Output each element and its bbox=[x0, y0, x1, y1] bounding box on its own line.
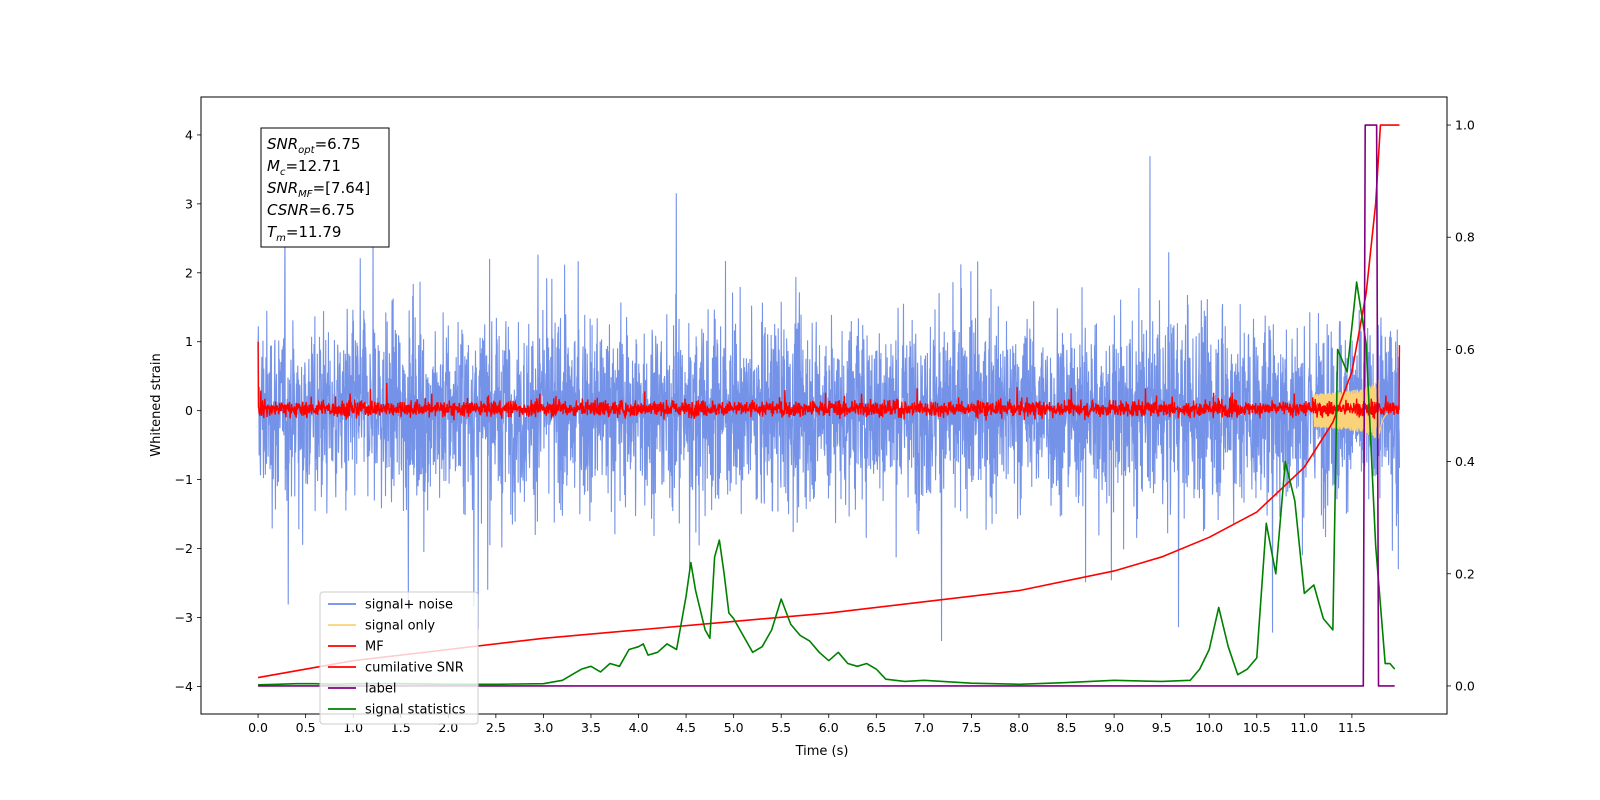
series-label bbox=[258, 124, 1395, 687]
x-tick-label: 3.5 bbox=[581, 720, 601, 735]
x-tick-label: 11.5 bbox=[1338, 720, 1366, 735]
y-tick-label: 1 bbox=[185, 334, 193, 349]
x-tick-label: 8.5 bbox=[1057, 720, 1077, 735]
x-tick-label: 7.5 bbox=[961, 720, 981, 735]
y2-tick-label: 0.0 bbox=[1455, 678, 1475, 693]
annotation-line: SNRMF=[7.64] bbox=[267, 179, 370, 200]
x-tick-label: 10.0 bbox=[1195, 720, 1223, 735]
x-tick-label: 9.5 bbox=[1152, 720, 1172, 735]
y-tick-label: 2 bbox=[185, 265, 193, 280]
x-tick-label: 5.5 bbox=[771, 720, 791, 735]
annotation-line: SNRopt=6.75 bbox=[267, 135, 361, 156]
x-tick-label: 6.5 bbox=[866, 720, 886, 735]
x-tick-label: 6.0 bbox=[819, 720, 839, 735]
annotation-line: CSNR=6.75 bbox=[267, 201, 355, 219]
legend-label: MF bbox=[365, 640, 384, 655]
annotation-line: Mc=12.71 bbox=[267, 157, 341, 178]
y2-tick-label: 0.4 bbox=[1455, 454, 1475, 469]
series-mf bbox=[257, 341, 1401, 421]
x-tick-label: 5.0 bbox=[724, 720, 744, 735]
y2-axis-ticks: 1.0 0.8 0.6 0.4 0.2 0.0 bbox=[1447, 118, 1475, 693]
y-axis-label: Whitened strain bbox=[149, 353, 164, 456]
series-signal-statistics bbox=[258, 281, 1396, 686]
annotation-line: Tm=11.79 bbox=[267, 223, 341, 244]
x-tick-label: 3.0 bbox=[533, 720, 553, 735]
y-tick-label: −3 bbox=[175, 610, 193, 625]
y2-tick-label: 1.0 bbox=[1455, 118, 1475, 133]
x-tick-label: 0.0 bbox=[248, 720, 268, 735]
x-tick-label: 11.0 bbox=[1290, 720, 1318, 735]
x-tick-label: 7.0 bbox=[914, 720, 934, 735]
legend-label: signal only bbox=[365, 619, 435, 634]
y-tick-label: −1 bbox=[175, 472, 193, 487]
legend-label: label bbox=[365, 682, 396, 697]
x-tick-label: 4.5 bbox=[676, 720, 696, 735]
y-tick-label: −4 bbox=[175, 679, 193, 694]
y2-tick-label: 0.6 bbox=[1455, 342, 1475, 357]
y2-tick-label: 0.2 bbox=[1455, 566, 1475, 581]
x-tick-label: 0.5 bbox=[296, 720, 316, 735]
x-tick-label: 9.0 bbox=[1104, 720, 1124, 735]
y-tick-label: 4 bbox=[185, 127, 193, 142]
y2-tick-label: 0.8 bbox=[1455, 230, 1475, 245]
y-axis-ticks: 4 3 2 1 0 −1 −2 −3 −4 bbox=[175, 127, 201, 694]
x-tick-label: 10.5 bbox=[1243, 720, 1271, 735]
y-tick-label: −2 bbox=[175, 541, 193, 556]
x-tick-label: 8.0 bbox=[1009, 720, 1029, 735]
x-tick-label: 2.5 bbox=[486, 720, 506, 735]
series-cumulative-snr bbox=[257, 124, 1400, 679]
legend-label: cumilative SNR bbox=[365, 661, 464, 676]
legend-frame bbox=[319, 591, 479, 725]
legend-label: signal+ noise bbox=[365, 598, 453, 613]
legend: signal+ noise signal only MF cumilative SNR… bbox=[319, 591, 479, 725]
plot-area bbox=[257, 124, 1401, 687]
legend-label: signal statistics bbox=[365, 703, 466, 718]
metrics-annotation-box: SNRopt=6.75Mc=12.71SNRMF=[7.64]CSNR=6.75… bbox=[260, 127, 390, 248]
y-tick-label: 0 bbox=[185, 403, 193, 418]
x-tick-label: 4.0 bbox=[629, 720, 649, 735]
axes-frame bbox=[200, 96, 1448, 715]
annotation-frame bbox=[260, 127, 390, 248]
x-axis-label: Time (s) bbox=[795, 744, 849, 759]
y-tick-label: 3 bbox=[185, 196, 193, 211]
